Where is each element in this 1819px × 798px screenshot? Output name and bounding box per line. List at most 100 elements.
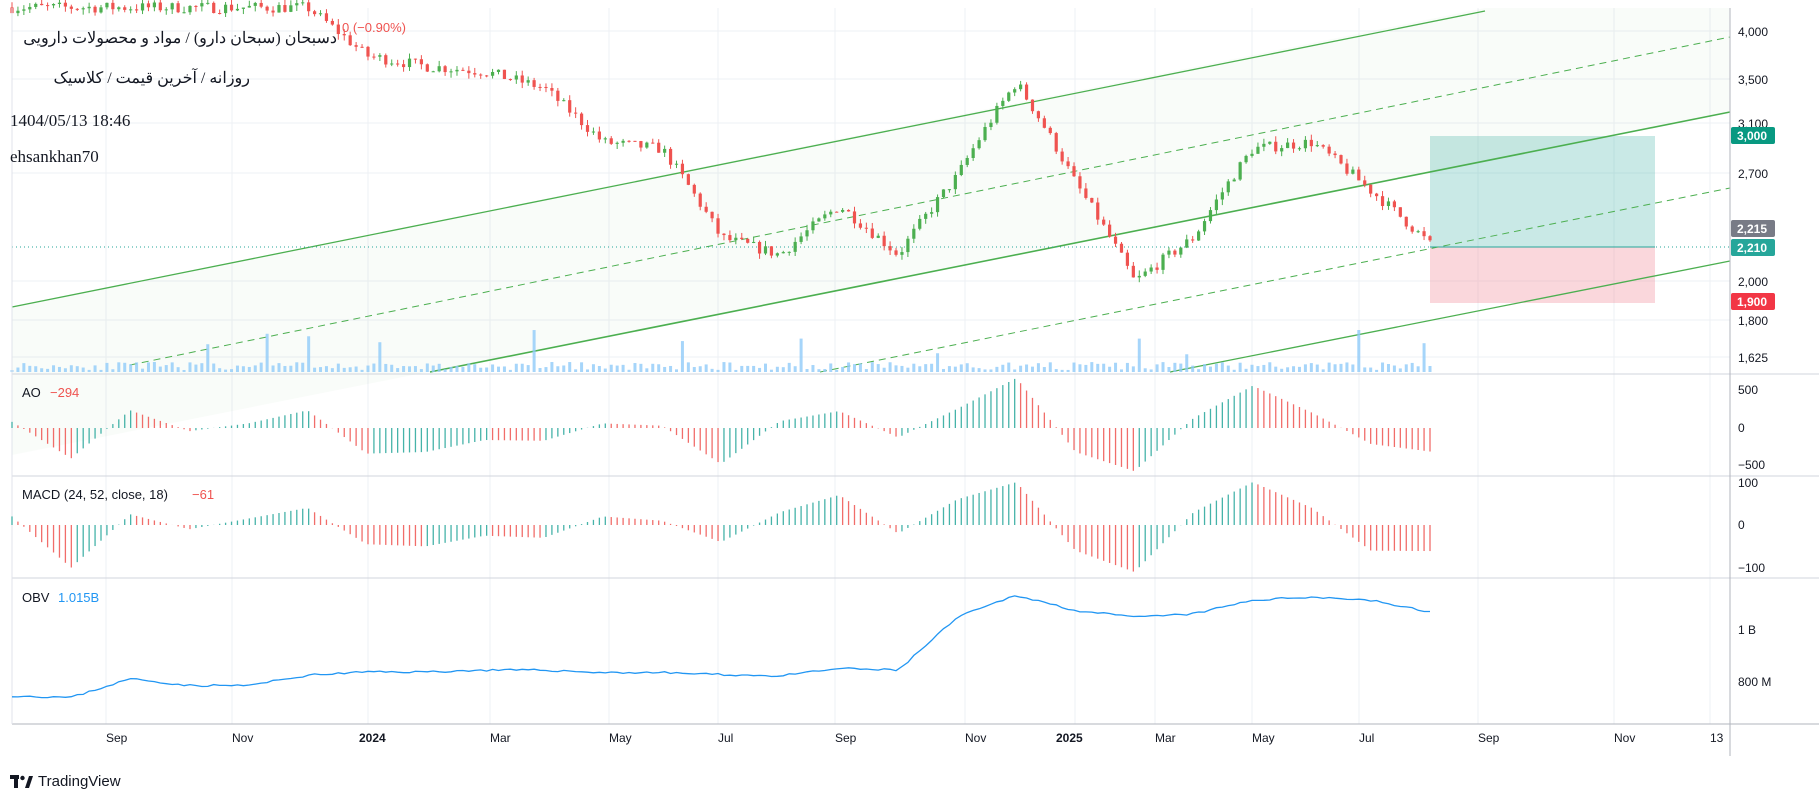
candle-body (271, 10, 275, 13)
volume-bar (1054, 369, 1058, 372)
candle-body (1315, 145, 1319, 147)
tradingview-logo[interactable]: TradingView (10, 773, 121, 790)
volume-bar (918, 366, 922, 372)
candle-body (526, 80, 530, 83)
volume-bar (69, 365, 73, 372)
volume-bar (1119, 369, 1123, 372)
volume-bar (330, 368, 334, 372)
candle-body (1125, 252, 1130, 266)
candle-body (1369, 184, 1373, 194)
volume-bar (1084, 364, 1088, 372)
channel-lower-mid-dashed-line (819, 187, 1731, 373)
volume-bar (473, 364, 477, 372)
price-pane[interactable] (10, 0, 1731, 455)
volume-bar (408, 366, 412, 372)
candle-body (218, 13, 222, 15)
candle-body (1422, 231, 1426, 237)
volume-bar (1185, 354, 1189, 372)
volume-bar (1179, 363, 1183, 372)
volume-bar (544, 367, 548, 372)
macd-pane[interactable]: MACD (24, 52, close, 18) −61 (11, 482, 1431, 572)
volume-bar (164, 365, 168, 372)
candle-body (134, 9, 139, 11)
candle-body (556, 90, 560, 101)
candle-body (318, 13, 323, 15)
candle-body (1214, 199, 1219, 211)
candle-body (757, 241, 762, 254)
candle-body (781, 252, 785, 254)
candle-body (289, 5, 293, 12)
volume-bar (526, 365, 530, 372)
volume-bar (710, 368, 714, 372)
candle-body (164, 9, 168, 11)
candle-body (1197, 231, 1201, 241)
candle-body (182, 12, 186, 14)
time-tick-label: May (1252, 731, 1275, 745)
candle-body (823, 214, 827, 219)
volume-bar (378, 342, 382, 372)
time-tick-label: 2024 (359, 731, 386, 745)
volume-bar (111, 369, 115, 372)
volume-bar (603, 368, 607, 372)
time-axis[interactable]: Sep Nov 2024 Mar May Jul Sep Nov 2025 Ma… (106, 731, 1724, 745)
volume-bar (799, 338, 803, 372)
volume-bar (722, 362, 726, 372)
volume-bar (1131, 366, 1135, 372)
obv-value: 1.015B (58, 590, 99, 605)
volume-bar (372, 363, 376, 372)
candle-body (585, 125, 590, 132)
candle-body (1137, 275, 1141, 278)
volume-bar (485, 367, 489, 372)
volume-bar (633, 363, 637, 372)
candle-body (253, 2, 257, 6)
obv-label: OBV (22, 590, 50, 605)
volume-bar (953, 366, 957, 372)
volume-bar (135, 362, 139, 372)
volume-bar (230, 369, 234, 372)
volume-bar (99, 369, 103, 372)
candle-body (508, 79, 512, 81)
candle-body (479, 74, 483, 76)
candle-body (775, 253, 779, 256)
volume-bar (930, 363, 934, 372)
volume-bar (479, 367, 483, 372)
volume-bar (1256, 366, 1260, 372)
candle-body (307, 2, 311, 12)
candle-body (490, 72, 495, 76)
obv-pane[interactable]: OBV 1.015B (11, 590, 1430, 699)
volume-bar (1268, 362, 1272, 372)
candle-body (372, 56, 376, 58)
volume-bar (651, 363, 655, 372)
volume-bar (1351, 364, 1355, 372)
candle-body (87, 6, 91, 9)
candle-body (562, 100, 566, 102)
volume-bar (1143, 368, 1147, 372)
volume-bar (1036, 363, 1040, 372)
volume-bar (1060, 369, 1064, 372)
price-axis[interactable]: 4,000 3,500 3,100 2,700 2,000 1,800 1,62… (1731, 25, 1775, 689)
candle-body (485, 75, 489, 77)
volume-bar (1114, 362, 1118, 372)
volume-bar (1072, 362, 1076, 372)
volume-bar (307, 336, 311, 372)
candle-body (461, 69, 465, 71)
candle-body (811, 221, 815, 231)
grid (12, 8, 1730, 724)
volume-bar (597, 366, 601, 372)
volume-bar (645, 368, 649, 372)
candle-body (212, 2, 216, 14)
volume-bar (1155, 364, 1159, 372)
candle-body (123, 7, 127, 10)
time-tick-label: Sep (1478, 731, 1500, 745)
candle-body (514, 75, 518, 80)
candle-body (1078, 176, 1082, 189)
volume-bar (277, 363, 281, 372)
candle-body (787, 251, 791, 253)
ao-pane[interactable]: AO −294 (11, 378, 1431, 471)
volume-bar (402, 366, 406, 372)
candle-body (544, 86, 548, 89)
candle-body (769, 246, 774, 256)
volume-bar (941, 368, 945, 372)
candle-body (69, 6, 73, 9)
